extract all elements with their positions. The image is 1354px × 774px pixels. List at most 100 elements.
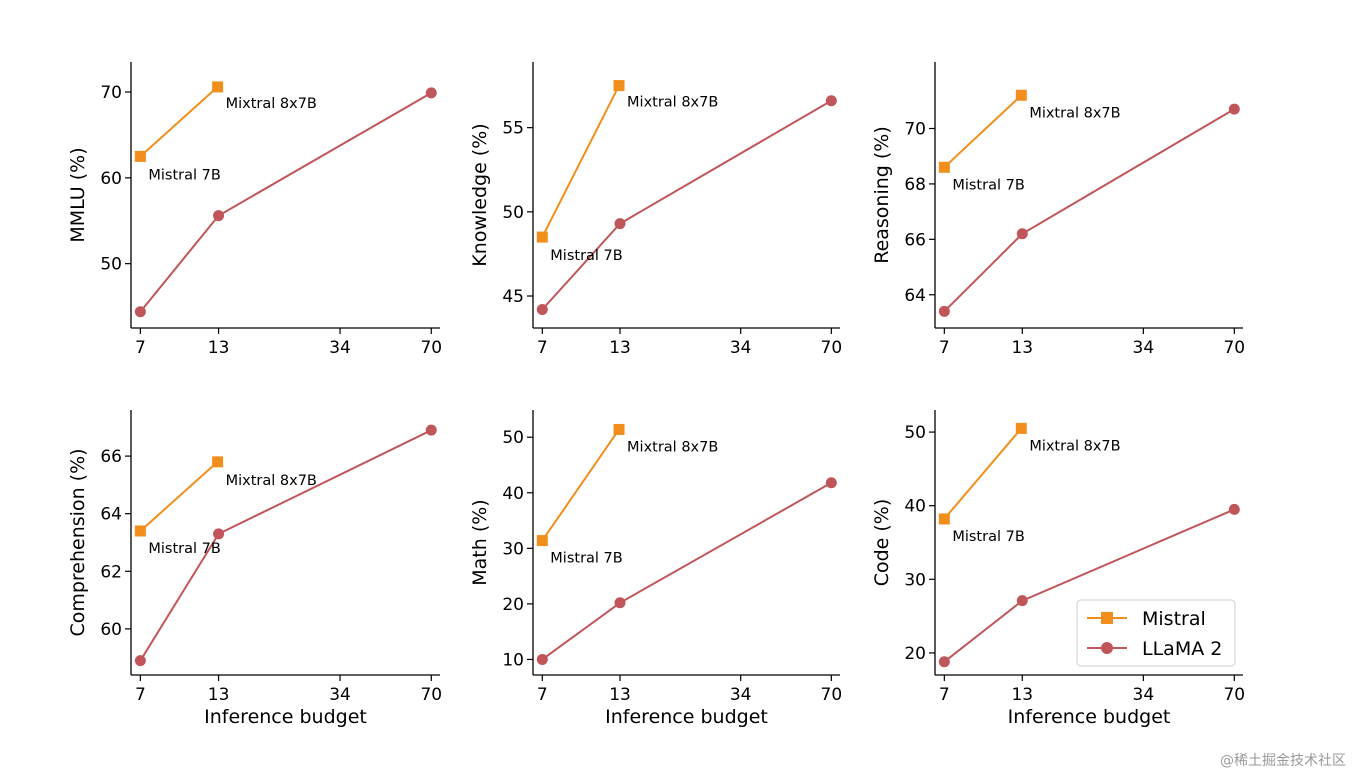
point-annotation: Mixtral 8x7B <box>627 439 718 455</box>
mistral-point <box>938 161 950 173</box>
y-tick-label: 64 <box>100 505 122 525</box>
y-axis-title: Knowledge (%) <box>469 123 491 266</box>
legend-marker-square <box>1101 612 1113 624</box>
y-tick-label: 70 <box>904 120 926 140</box>
mistral-line <box>139 86 219 158</box>
mistral-point <box>536 535 548 547</box>
y-axis-title: Math (%) <box>469 499 491 585</box>
panel-5: 7 13 34 70 10 20 30 40 50 Math (%) Inference budge… <box>469 410 842 728</box>
y-tick-label: 40 <box>502 484 524 504</box>
llama2-point <box>134 306 146 318</box>
x-tick-label: 13 <box>208 338 230 358</box>
y-tick-label: 50 <box>904 423 926 443</box>
legend-box <box>1076 599 1236 667</box>
x-tick-label: 34 <box>730 338 752 358</box>
llama2-line <box>139 92 432 313</box>
y-tick-label: 70 <box>100 83 122 103</box>
y-tick-label: 68 <box>904 175 926 195</box>
llama2-point <box>425 87 437 99</box>
y-tick-label: 40 <box>904 497 926 517</box>
llama2-point <box>938 656 950 668</box>
mistral-point <box>1015 89 1027 101</box>
x-axis-title: Inference budget <box>204 706 367 728</box>
llama2-point <box>1016 595 1028 607</box>
point-annotation: Mixtral 8x7B <box>226 96 317 112</box>
x-axis-title: Inference budget <box>1008 706 1171 728</box>
llama2-point <box>1016 228 1028 240</box>
llama2-point <box>825 477 837 489</box>
x-tick-label: 7 <box>939 338 950 358</box>
point-annotation: Mistral 7B <box>952 177 1024 193</box>
mistral-line <box>541 428 620 542</box>
mistral-point <box>212 81 224 93</box>
panel-3: 7 13 34 70 64 66 68 70 Reasoning (%) Mistral 7B Mi… <box>871 62 1245 358</box>
x-tick-label: 7 <box>537 338 548 358</box>
y-axis-title: Code (%) <box>871 499 893 587</box>
point-annotation: Mixtral 8x7B <box>627 95 718 111</box>
mistral-line <box>139 461 219 532</box>
mistral-point <box>536 231 548 243</box>
y-tick-label: 45 <box>502 287 524 307</box>
mistral-point <box>613 423 625 435</box>
x-tick-label: 34 <box>1133 685 1155 705</box>
llama2-point <box>614 218 626 230</box>
y-tick-label: 30 <box>502 539 524 559</box>
llama2-line <box>541 99 832 311</box>
legend-label: Mistral <box>1142 608 1206 630</box>
llama2-point <box>1228 503 1240 515</box>
x-tick-label: 70 <box>420 338 442 358</box>
mistral-line <box>943 94 1022 169</box>
llama2-point <box>425 424 437 436</box>
y-tick-label: 10 <box>502 650 524 670</box>
x-tick-label: 34 <box>329 685 351 705</box>
y-axis-title: Reasoning (%) <box>871 126 893 264</box>
llama2-point <box>825 95 837 107</box>
x-tick-label: 34 <box>730 685 752 705</box>
x-axis-title: Inference budget <box>605 706 768 728</box>
x-tick-label: 13 <box>609 685 631 705</box>
mistral-point <box>938 513 950 525</box>
mistral-point <box>613 80 625 92</box>
y-tick-label: 30 <box>904 570 926 590</box>
x-tick-label: 70 <box>420 685 442 705</box>
point-annotation: Mixtral 8x7B <box>226 473 317 489</box>
y-tick-label: 20 <box>904 644 926 664</box>
legend: Mistral LLaMA 2 <box>1076 599 1236 667</box>
x-tick-label: 13 <box>609 338 631 358</box>
x-tick-label: 7 <box>537 685 548 705</box>
mistral-point <box>134 150 146 162</box>
point-annotation: Mixtral 8x7B <box>1029 438 1120 454</box>
panel-4: 7 13 34 70 60 62 64 66 Comprehension (%) Inferenc… <box>67 410 442 728</box>
x-tick-label: 13 <box>1011 685 1033 705</box>
x-tick-label: 7 <box>939 685 950 705</box>
y-axis-title: Comprehension (%) <box>67 448 89 636</box>
y-tick-label: 62 <box>100 562 122 582</box>
x-tick-label: 34 <box>329 338 351 358</box>
point-annotation: Mistral 7B <box>148 167 220 183</box>
point-annotation: Mistral 7B <box>952 529 1024 545</box>
llama2-line <box>541 481 832 661</box>
y-tick-label: 20 <box>502 595 524 615</box>
watermark: @稀土掘金技术社区 <box>1220 753 1346 769</box>
y-tick-label: 50 <box>502 203 524 223</box>
y-tick-label: 66 <box>100 447 122 467</box>
y-axis-title: MMLU (%) <box>67 147 89 242</box>
y-tick-label: 66 <box>904 230 926 250</box>
mistral-point <box>1015 422 1027 434</box>
llama2-point <box>134 655 146 667</box>
point-annotation: Mixtral 8x7B <box>1029 105 1120 121</box>
x-tick-label: 70 <box>821 338 843 358</box>
x-tick-label: 70 <box>821 685 843 705</box>
llama2-point <box>536 653 548 665</box>
panel-1: 7 13 34 70 50 60 70 MMLU (%) Mistral 7B Mixtral 8… <box>67 62 442 358</box>
llama2-point <box>213 210 225 222</box>
panel-6: 7 13 34 70 20 30 40 50 Code (%) Inference budget M… <box>871 410 1245 728</box>
llama2-point <box>536 303 548 315</box>
llama2-point <box>213 528 225 540</box>
x-tick-label: 70 <box>1223 685 1245 705</box>
llama2-line <box>943 108 1235 313</box>
y-tick-label: 64 <box>904 286 926 306</box>
point-annotation: Mistral 7B <box>148 541 220 557</box>
mistral-line <box>943 427 1023 520</box>
